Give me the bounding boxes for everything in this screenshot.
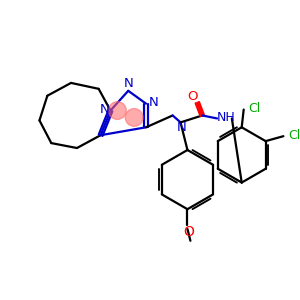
Text: N: N bbox=[100, 103, 110, 116]
Text: Cl: Cl bbox=[288, 129, 300, 142]
Circle shape bbox=[125, 109, 143, 126]
Text: O: O bbox=[187, 90, 198, 103]
Text: N: N bbox=[177, 121, 186, 134]
Circle shape bbox=[109, 102, 126, 119]
Text: N: N bbox=[149, 96, 159, 109]
Text: O: O bbox=[183, 225, 194, 239]
Text: Cl: Cl bbox=[248, 102, 261, 115]
Text: NH: NH bbox=[217, 111, 235, 124]
Text: N: N bbox=[123, 77, 133, 90]
